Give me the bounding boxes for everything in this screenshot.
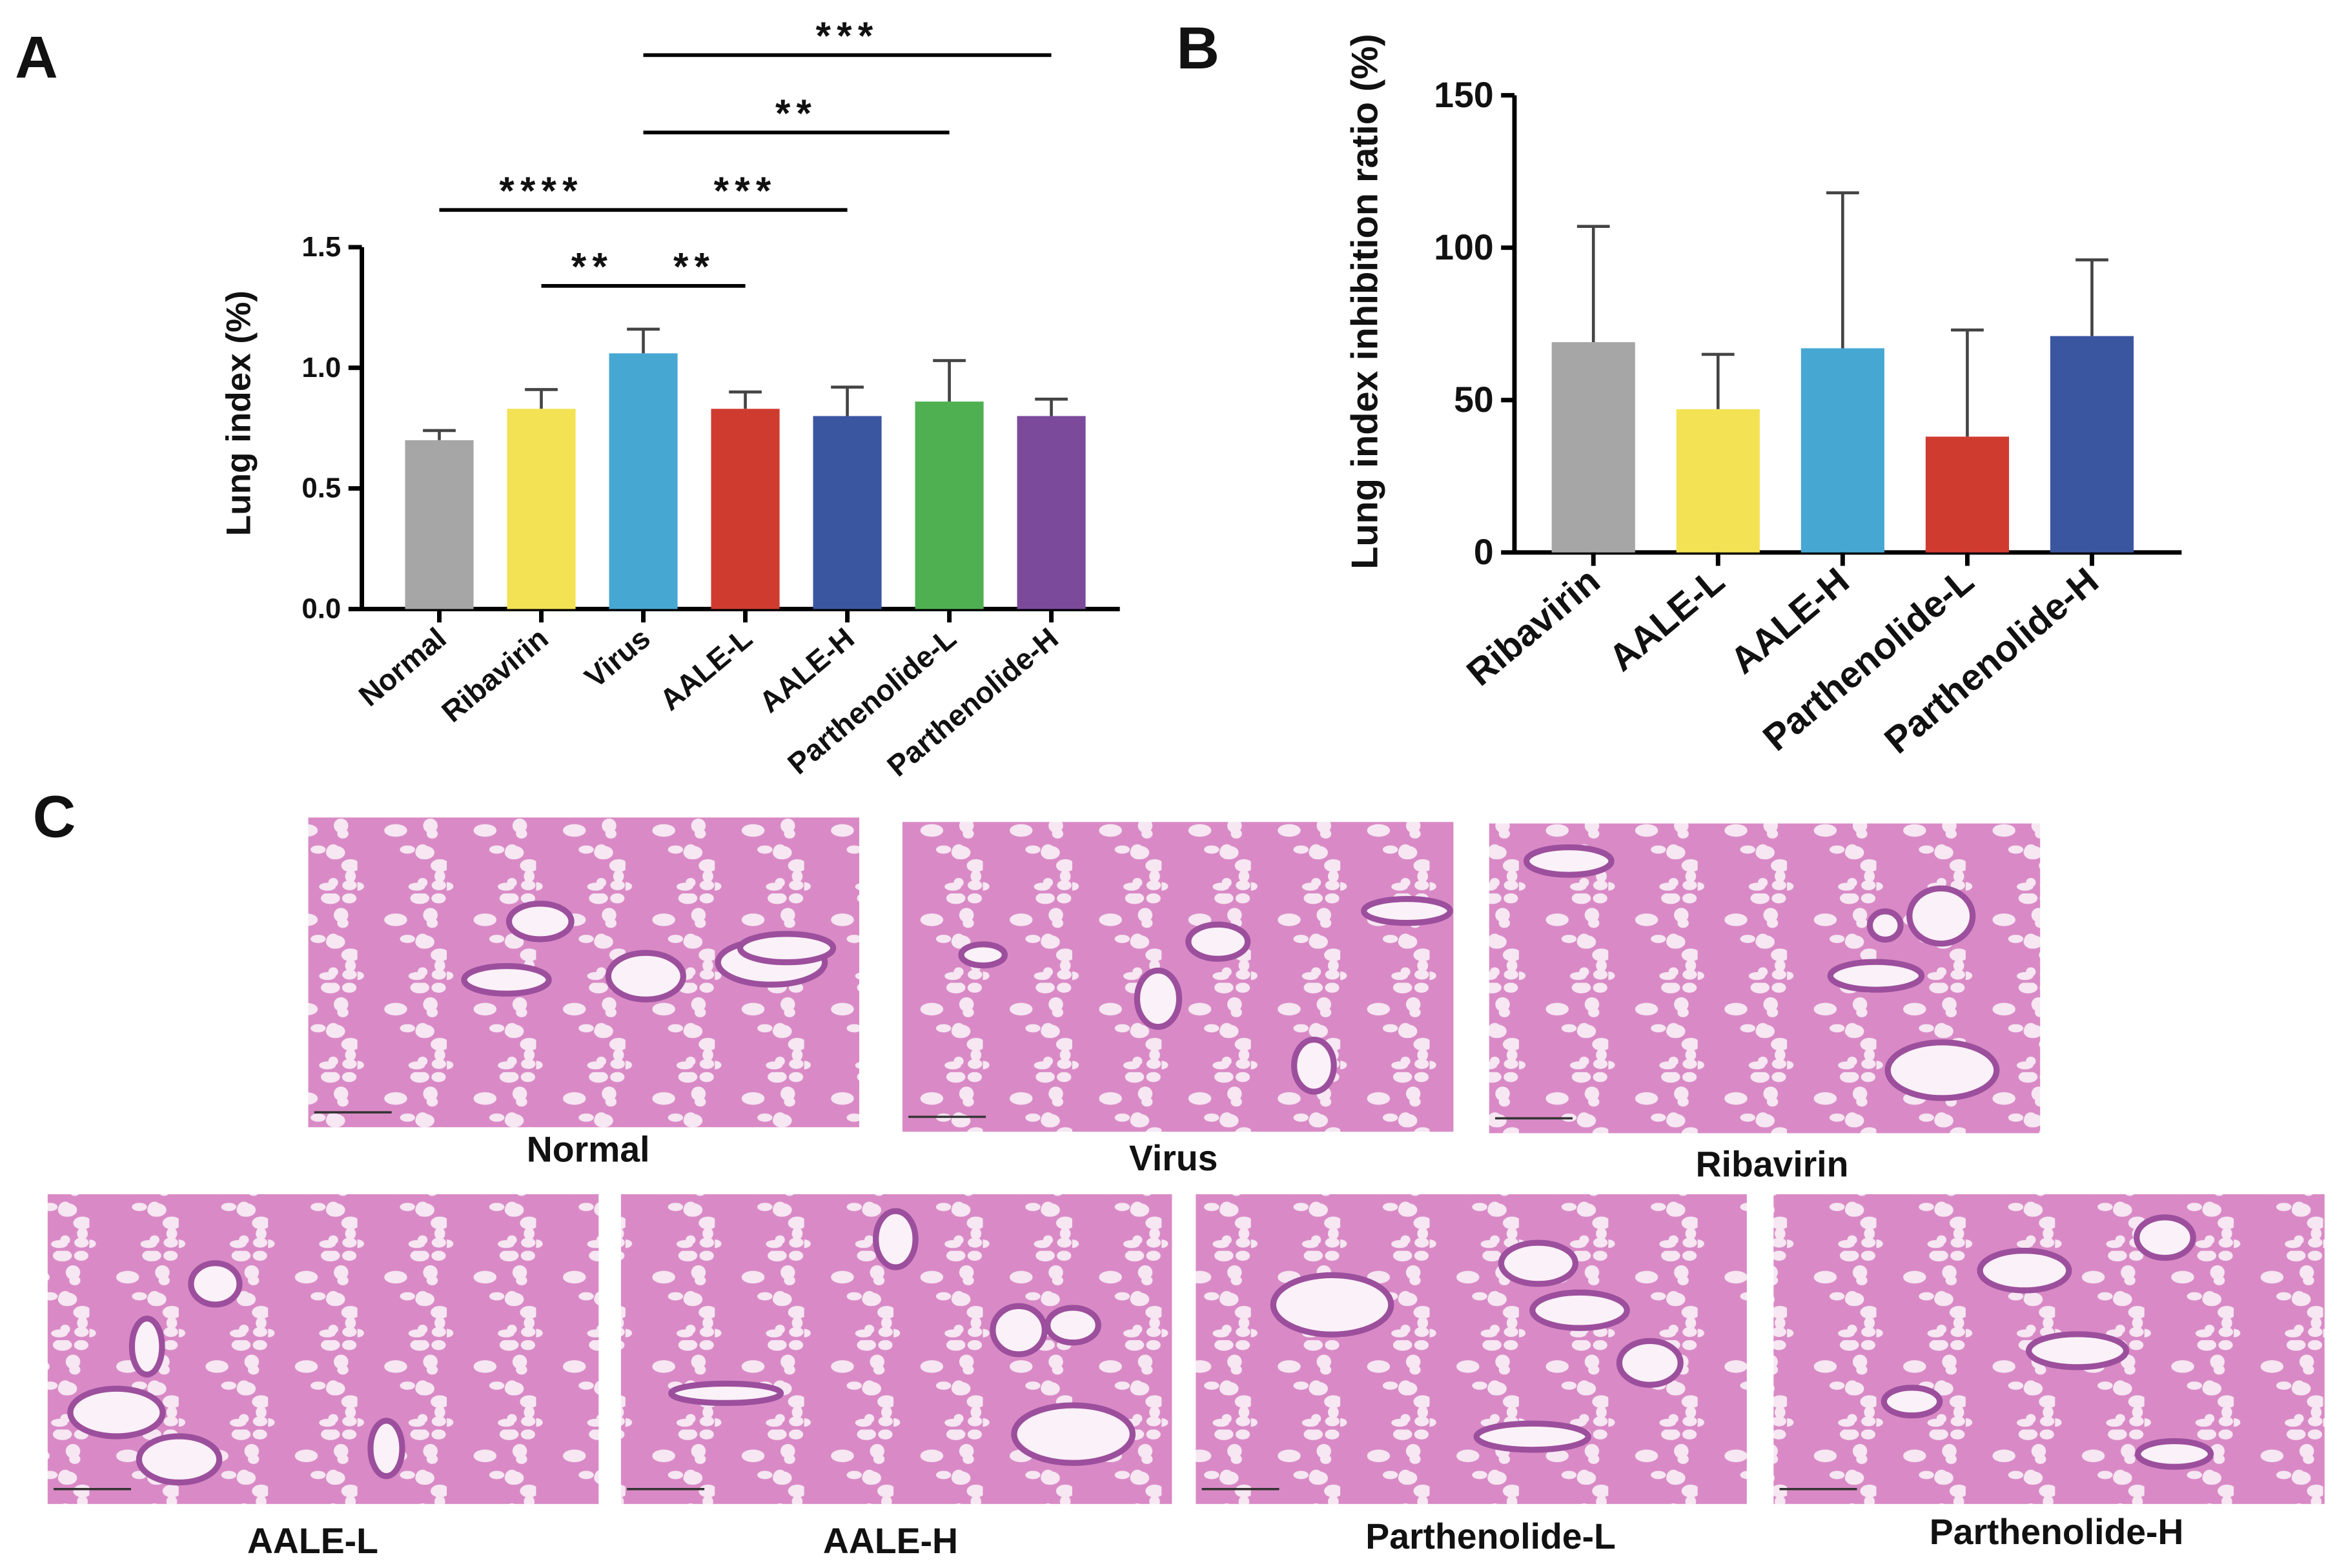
bar (1551, 342, 1635, 553)
significance-label: *** (816, 14, 879, 57)
bar (915, 402, 984, 609)
airway (1291, 1036, 1337, 1095)
image-label: AALE-H (823, 1521, 958, 1561)
bar (1925, 436, 2010, 553)
panel-label: B (1176, 14, 1219, 81)
x-tick-label: Ribavirin (1459, 560, 1607, 694)
bar (609, 353, 678, 609)
airway (873, 1208, 919, 1270)
significance-label: **** (499, 169, 583, 212)
airway (1498, 1239, 1579, 1287)
bar (405, 440, 474, 609)
airway (1011, 1402, 1136, 1466)
airway (1134, 967, 1183, 1030)
airway (1616, 1338, 1684, 1388)
y-tick-label: 0 (1474, 532, 1494, 572)
histology-image (902, 822, 1454, 1132)
airway (1906, 885, 1976, 947)
airway (188, 1260, 243, 1308)
airway (128, 1316, 165, 1378)
y-tick-label: 1.0 (301, 352, 341, 383)
y-tick-label: 1.5 (301, 231, 341, 263)
x-tick-label: Ribavirin (435, 621, 555, 729)
y-tick-label: 100 (1434, 227, 1493, 267)
y-tick-label: 150 (1434, 75, 1493, 115)
airway (737, 931, 837, 966)
y-axis-label: Lung index inhibition ratio (%) (1345, 34, 1386, 569)
y-tick-label: 50 (1454, 380, 1494, 420)
airway (461, 962, 552, 997)
image-label: Normal (527, 1129, 650, 1169)
x-tick-label: Parthenolide-L (1755, 560, 1981, 759)
airway (1529, 1289, 1630, 1331)
airway (1884, 1039, 2000, 1101)
x-tick-label: Parthenolide-H (881, 621, 1065, 783)
airway (1045, 1305, 1101, 1346)
y-axis-label: Lung index (%) (220, 290, 258, 536)
airway (1881, 1385, 1943, 1419)
bar (1017, 416, 1086, 609)
y-tick-label: 0.5 (301, 473, 341, 504)
bar (1800, 348, 1884, 553)
airway (1977, 1247, 2072, 1294)
airway (1361, 896, 1453, 926)
airway (958, 941, 1008, 969)
airway (136, 1433, 223, 1486)
airway (367, 1418, 405, 1480)
x-tick-label: Normal (352, 621, 453, 713)
image-label: Ribavirin (1696, 1144, 1849, 1184)
bar (711, 409, 780, 609)
x-tick-label: Parthenolide-L (781, 621, 963, 780)
image-label: Virus (1129, 1138, 1218, 1178)
x-tick-label: AALE-L (653, 621, 759, 717)
significance-label: *** (714, 169, 777, 212)
airway (1473, 1420, 1591, 1453)
significance-label: ** (775, 92, 817, 135)
airway (668, 1380, 784, 1407)
airway (2026, 1331, 2130, 1370)
x-tick-label: Parthenolide-H (1877, 560, 2106, 762)
airway (67, 1385, 166, 1440)
significance-label: ** (571, 245, 613, 289)
image-label: AALE-L (247, 1521, 378, 1561)
airway (1523, 844, 1615, 878)
airway (2135, 1438, 2214, 1470)
airway (1185, 921, 1251, 962)
panel-label: A (15, 23, 58, 90)
x-tick-label: Virus (578, 621, 657, 694)
bar (507, 409, 576, 609)
airway (1866, 908, 1904, 943)
image-label: Parthenolide-L (1365, 1516, 1616, 1556)
airway (505, 901, 575, 942)
y-tick-label: 0.0 (301, 593, 341, 625)
airway (2134, 1214, 2196, 1261)
airway (1827, 959, 1925, 993)
airway (605, 950, 686, 1003)
significance-label: ** (673, 245, 715, 289)
x-tick-label: AALE-L (1601, 560, 1732, 679)
image-label: Parthenolide-H (1930, 1512, 2184, 1552)
bar (813, 416, 882, 609)
bar (1676, 409, 1760, 553)
airway (990, 1303, 1048, 1358)
panel-label: C (33, 782, 76, 850)
bar (2050, 336, 2134, 553)
airway (1270, 1272, 1394, 1338)
